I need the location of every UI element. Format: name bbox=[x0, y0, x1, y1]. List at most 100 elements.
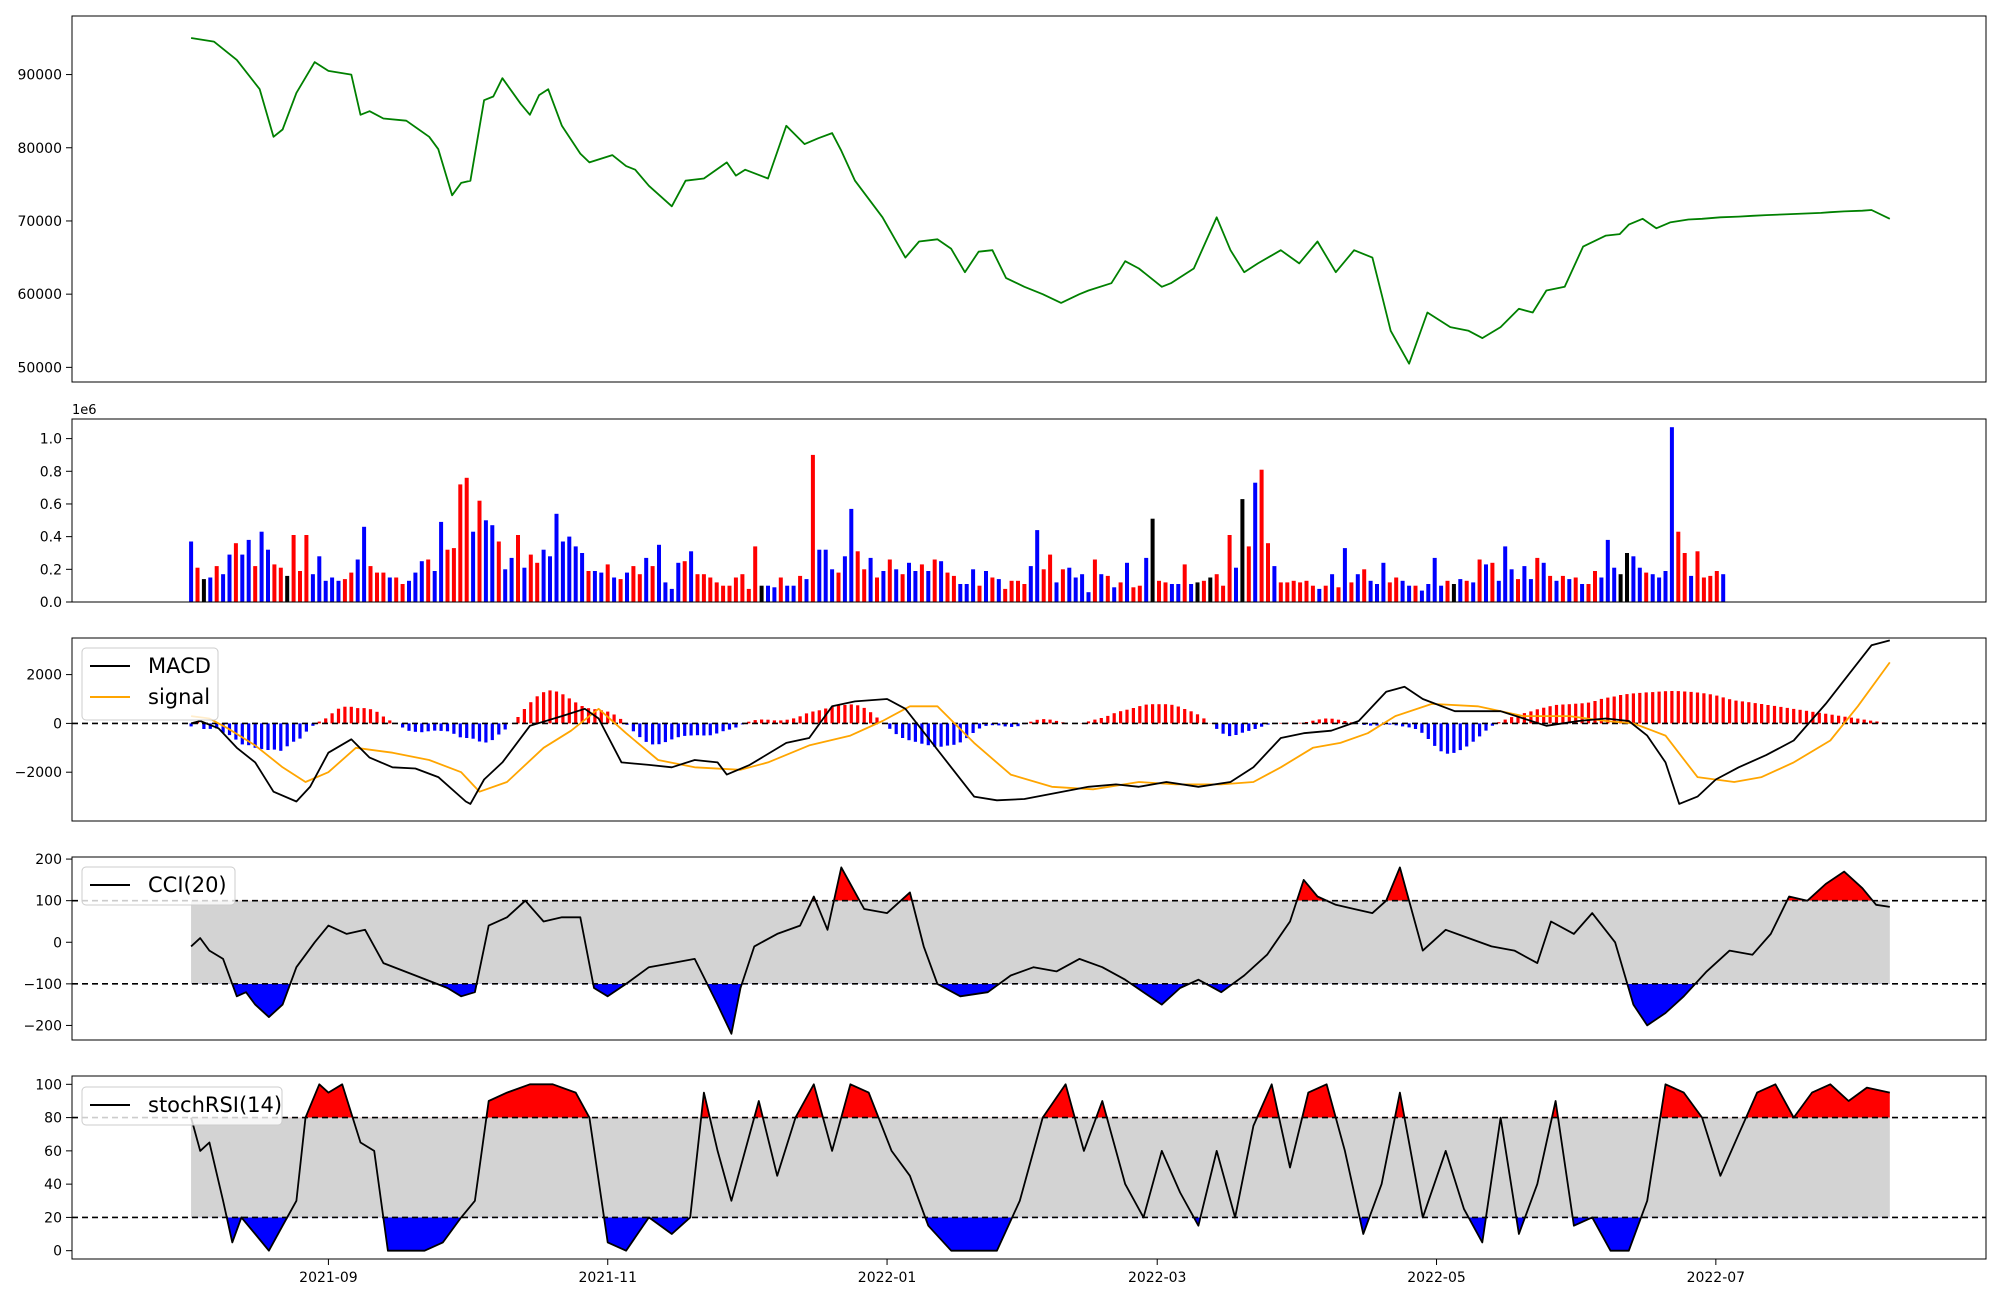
macd-histogram-bar bbox=[1388, 723, 1392, 725]
macd-histogram-bar bbox=[1471, 723, 1475, 742]
macd-histogram-bar bbox=[1016, 723, 1020, 727]
volume-bar bbox=[1593, 571, 1597, 602]
stochrsi-y-tick-label: 40 bbox=[44, 1177, 62, 1193]
macd-histogram-bar bbox=[926, 723, 930, 746]
macd-histogram-bar bbox=[997, 723, 1001, 726]
cci-plot-area bbox=[72, 866, 1986, 1035]
macd-histogram-bar bbox=[580, 706, 584, 724]
volume-bar bbox=[958, 584, 963, 602]
macd-histogram-bar bbox=[1837, 715, 1841, 724]
volume-y-tick-label: 0.2 bbox=[40, 562, 62, 578]
volume-bar bbox=[1445, 580, 1450, 602]
x-tick-label: 2021-09 bbox=[299, 1270, 358, 1286]
macd-histogram-bar bbox=[1747, 702, 1751, 724]
volume-bar bbox=[1048, 554, 1053, 602]
macd-panel: −2000 0 2000 MACD signal bbox=[15, 637, 1987, 822]
volume-bar bbox=[1221, 585, 1226, 602]
volume-bar bbox=[1535, 557, 1540, 602]
macd-histogram-bar bbox=[304, 723, 308, 732]
macd-histogram-bar bbox=[234, 723, 238, 740]
macd-histogram-bar bbox=[1856, 718, 1860, 724]
volume-bar bbox=[227, 554, 232, 602]
price-y-tick-label: 50000 bbox=[17, 360, 62, 376]
volume-bar bbox=[791, 585, 796, 602]
volume-bar bbox=[1503, 546, 1508, 602]
volume-bar bbox=[1714, 571, 1719, 602]
cci-y-axis: −200 −100 0 100 200 bbox=[24, 852, 72, 1034]
stochrsi-y-tick-label: 100 bbox=[35, 1077, 62, 1093]
macd-histogram-bar bbox=[1170, 704, 1174, 724]
macd-histogram-bar bbox=[465, 723, 469, 738]
macd-histogram-bar bbox=[336, 708, 341, 724]
macd-histogram-bar bbox=[260, 723, 264, 750]
macd-histogram-bar bbox=[1131, 708, 1135, 724]
cci-legend: CCI(20) bbox=[81, 866, 236, 906]
volume-bar bbox=[375, 572, 379, 602]
volume-bar bbox=[682, 561, 687, 602]
macd-histogram-bar bbox=[324, 718, 328, 724]
macd-legend: MACD signal bbox=[81, 647, 219, 721]
macd-histogram-bar bbox=[202, 723, 206, 729]
macd-histogram-bar bbox=[285, 723, 289, 747]
volume-bar bbox=[605, 564, 610, 602]
volume-bar bbox=[637, 574, 642, 602]
macd-histogram-bar bbox=[548, 690, 552, 724]
volume-bar bbox=[432, 571, 437, 602]
macd-histogram-bar bbox=[1324, 718, 1328, 724]
macd-histogram-bar bbox=[644, 723, 648, 742]
macd-histogram-bar bbox=[638, 723, 642, 738]
volume-offset-label: 1e6 bbox=[72, 403, 97, 418]
macd-histogram-bar bbox=[1875, 721, 1879, 724]
macd-histogram-bar bbox=[1445, 723, 1450, 754]
volume-bar bbox=[1528, 579, 1533, 602]
macd-histogram-bar bbox=[497, 723, 501, 735]
macd-histogram-bar bbox=[1279, 722, 1283, 724]
x-tick-label: 2022-05 bbox=[1407, 1270, 1466, 1286]
macd-histogram-bar bbox=[1336, 719, 1341, 724]
macd-histogram-bar bbox=[1119, 711, 1123, 724]
volume-bar bbox=[330, 577, 335, 602]
macd-histogram-bar bbox=[253, 723, 257, 748]
macd-histogram-bar bbox=[727, 723, 732, 730]
stochrsi-plot-area bbox=[72, 1083, 1986, 1252]
volume-bar bbox=[1554, 580, 1559, 602]
price-y-tick-label: 60000 bbox=[17, 287, 62, 303]
macd-histogram-bar bbox=[907, 723, 911, 741]
macd-y-axis: −2000 0 2000 bbox=[15, 668, 72, 781]
volume-bar bbox=[413, 572, 418, 602]
macd-histogram-bar bbox=[657, 723, 661, 745]
macd-histogram-bar bbox=[1644, 692, 1648, 724]
volume-bar bbox=[1599, 577, 1604, 602]
volume-bar bbox=[1041, 569, 1046, 602]
macd-histogram-bar bbox=[1529, 711, 1533, 724]
volume-bar bbox=[708, 577, 713, 602]
macd-histogram-bar bbox=[279, 723, 283, 751]
macd-histogram-bar bbox=[420, 723, 424, 733]
volume-bar bbox=[875, 577, 879, 602]
volume-bar bbox=[1323, 585, 1328, 602]
macd-histogram-bar bbox=[1670, 691, 1674, 724]
volume-bar bbox=[894, 569, 899, 602]
macd-histogram-bar bbox=[785, 719, 789, 724]
volume-bar bbox=[1330, 574, 1335, 602]
macd-histogram-bar bbox=[708, 723, 712, 736]
volume-bar bbox=[900, 574, 905, 602]
volume-bar bbox=[1458, 579, 1463, 602]
volume-bar bbox=[990, 577, 995, 602]
macd-histogram-bar bbox=[1817, 712, 1821, 724]
macd-histogram-bar bbox=[875, 717, 879, 724]
volume-y-tick-label: 1.0 bbox=[40, 432, 62, 448]
volume-bar bbox=[214, 566, 219, 602]
macd-histogram-bar bbox=[349, 706, 353, 724]
volume-bar bbox=[1490, 562, 1495, 602]
macd-histogram-bar bbox=[317, 721, 321, 724]
macd-histogram-bar bbox=[458, 723, 462, 738]
macd-histogram-bar bbox=[1183, 709, 1187, 724]
volume-bar bbox=[1695, 551, 1700, 602]
macd-histogram-bar bbox=[1657, 691, 1661, 724]
macd-histogram-bar bbox=[1086, 721, 1091, 724]
volume-bar bbox=[336, 580, 341, 602]
volume-bar bbox=[727, 585, 732, 602]
volume-bar bbox=[1625, 553, 1629, 602]
volume-bar bbox=[919, 564, 924, 602]
